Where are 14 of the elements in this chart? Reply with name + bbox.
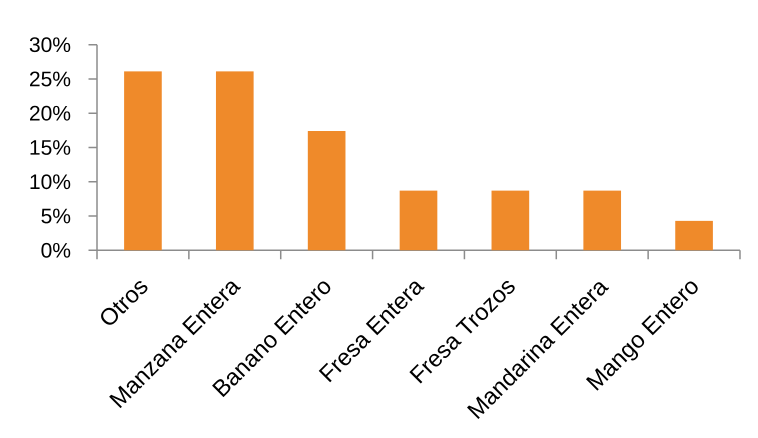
y-tick-label: 10% <box>30 174 70 190</box>
y-tick-label: 30% <box>30 37 70 52</box>
bar <box>308 131 346 250</box>
y-tick-label: 25% <box>30 72 70 86</box>
y-tick-label: 0% <box>41 242 70 258</box>
bar <box>400 190 438 250</box>
bar <box>675 220 713 250</box>
y-tick-label: 15% <box>30 140 70 155</box>
y-tick-label: 20% <box>30 106 70 121</box>
y-tick-label: 5% <box>41 208 70 224</box>
bar <box>583 190 622 250</box>
bar <box>124 71 162 250</box>
bar <box>492 190 530 250</box>
bar <box>216 71 254 250</box>
